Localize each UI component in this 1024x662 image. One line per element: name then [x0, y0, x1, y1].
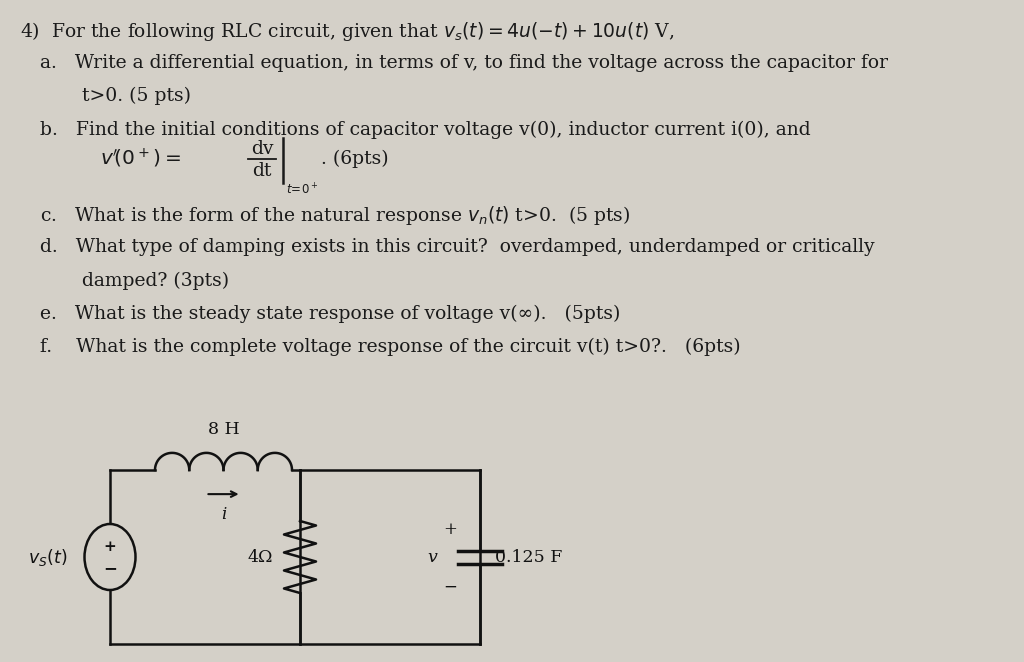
Text: +: + — [443, 520, 457, 538]
Text: i: i — [221, 506, 226, 523]
Text: damped? (3pts): damped? (3pts) — [40, 271, 229, 289]
Text: 8 H: 8 H — [208, 421, 240, 438]
Text: c.   What is the form of the natural response $v_n(t)$ t>0.  (5 pts): c. What is the form of the natural respo… — [40, 205, 631, 227]
Text: e.   What is the steady state response of voltage v(∞).   (5pts): e. What is the steady state response of … — [40, 305, 621, 323]
Ellipse shape — [85, 524, 135, 590]
Text: dv: dv — [251, 140, 273, 158]
Text: $v_S(t)$: $v_S(t)$ — [29, 547, 68, 567]
Text: f.    What is the complete voltage response of the circuit v(t) t>0?.   (6pts): f. What is the complete voltage response… — [40, 338, 740, 357]
Text: a.   Write a differential equation, in terms of v, to find the voltage across th: a. Write a differential equation, in ter… — [40, 54, 888, 71]
Text: −: − — [103, 561, 117, 577]
Text: +: + — [103, 540, 117, 554]
Text: dt: dt — [252, 162, 271, 179]
Text: v: v — [427, 549, 437, 565]
Text: $t\!=\!0^+$: $t\!=\!0^+$ — [286, 183, 318, 198]
Text: −: − — [443, 579, 457, 596]
Text: t>0. (5 pts): t>0. (5 pts) — [40, 87, 191, 105]
Text: 4)  For the following RLC circuit, given that $v_s(t) = 4u(-t) + 10u(t)$ V,: 4) For the following RLC circuit, given … — [20, 20, 675, 43]
Text: 0.125 F: 0.125 F — [495, 549, 562, 565]
Text: b.   Find the initial conditions of capacitor voltage v(0), inductor current i(0: b. Find the initial conditions of capaci… — [40, 120, 811, 139]
Text: 4Ω: 4Ω — [248, 549, 272, 565]
Text: . (6pts): . (6pts) — [321, 150, 389, 168]
Text: d.   What type of damping exists in this circuit?  overdamped, underdamped or cr: d. What type of damping exists in this c… — [40, 238, 874, 256]
Text: $v'\!\left(0^+\right) =$: $v'\!\left(0^+\right) =$ — [100, 147, 181, 170]
